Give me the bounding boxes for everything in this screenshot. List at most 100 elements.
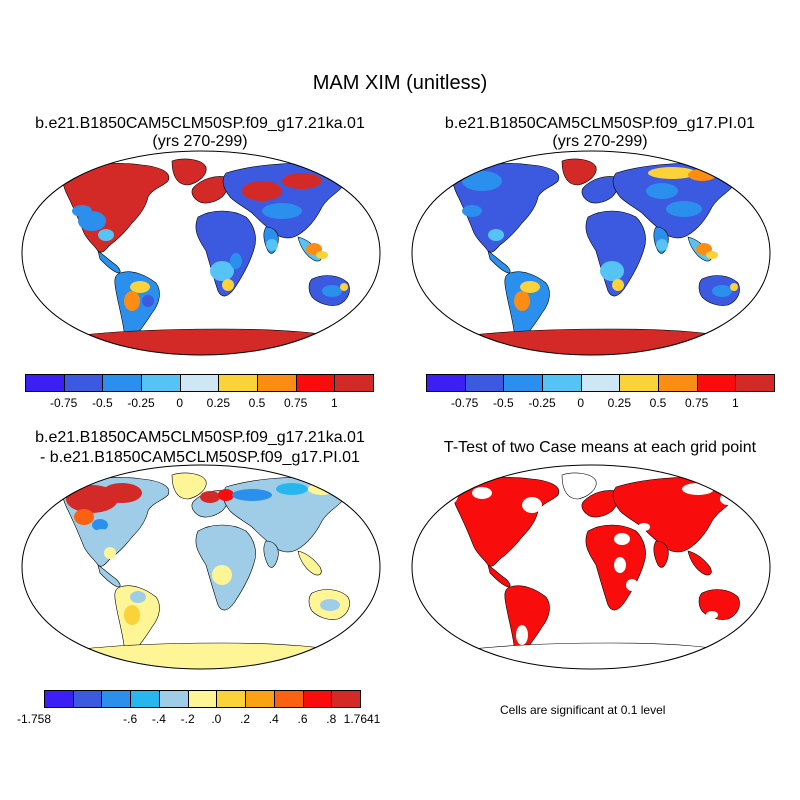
land-centralAmerica [487,564,511,588]
colorbar-box [658,374,698,392]
colorbar-tick-label: -1.758 [16,712,52,726]
colorbar-tick-label: 0.75 [283,396,308,410]
data-patch [130,281,150,293]
panel-c-title: b.e21.B1850CAM5CLM50SP.f09_g17.21ka.01 [35,429,365,446]
map-frame [411,464,771,670]
land-europe [191,176,230,204]
data-patch [614,533,630,545]
colorbar-tick-label: -0.75 [49,396,78,410]
data-patch [438,485,458,505]
data-patch [522,497,542,513]
data-patch [706,611,718,619]
colorbar-tick-label: 1.7641 [343,712,381,726]
colorbar-case-21ka: -0.75 -0.5 -0.25 0 0.25 0.5 0.75 1 [25,374,374,414]
colorbar-tick-label: 0.25 [206,396,231,410]
land-europe [581,176,620,204]
colorbar-box [334,374,374,392]
panel-d-title: T-Test of two Case means at each grid po… [443,439,757,456]
colorbar-box [101,690,132,708]
data-patch [230,253,242,269]
panel-a-subtitle: (yrs 270-299) [152,133,248,150]
data-patch [488,229,504,241]
colorbar-box [218,374,258,392]
panel-b-subtitle: (yrs 270-299) [552,133,648,150]
land-antarctica [51,642,359,669]
colorbar-box [63,374,104,392]
colorbar-tick-label: .0 [211,712,222,726]
colorbar-box [245,690,275,708]
data-patch [210,261,234,281]
colorbar-case-pi: -0.75 -0.5 -0.25 0 0.25 0.5 0.75 1 [426,374,775,414]
data-patch [124,605,140,625]
data-patch [646,183,678,199]
data-patch [514,291,530,311]
data-patch [648,167,696,179]
map-panel-ttest [411,464,771,670]
figure-title: MAM XIM (unitless) [312,72,488,94]
data-patch [74,509,94,525]
map-frame [411,150,771,356]
map-frame [21,464,381,670]
colorbar-tick-label: -0.75 [450,396,479,410]
data-patch [276,483,308,495]
colorbar-box [619,374,659,392]
data-patch [262,203,302,219]
data-patch [142,295,154,307]
land-africa [585,210,646,297]
land-antarctica [51,328,359,355]
colorbar-box [44,690,74,708]
colorbar-tick-label: 1 [330,396,338,410]
data-patch [98,229,114,241]
data-patch [614,557,626,573]
data-patch [130,591,146,603]
data-patch [102,483,142,503]
colorbar-tick-label: .4 [268,712,279,726]
data-patch [340,283,348,291]
land-greenland [561,158,597,186]
data-patch [316,251,328,259]
colorbar-box [130,690,160,708]
colorbar-difference: -1.758 -.6 -.4 -.2 .0 .2 .4 .6 .8 1.7641 [17,690,380,730]
colorbar-tick-label: 0.75 [684,396,709,410]
land-centralAmerica [97,564,121,588]
data-patch [282,173,322,189]
land-australia [698,589,740,620]
colorbar-box [696,374,737,392]
land-europe [581,490,620,518]
colorbar-tick-label: -.4 [151,712,166,726]
colorbar-tick-label: -0.25 [127,396,155,410]
data-patch [200,491,220,503]
data-patch [222,279,234,291]
colorbar-box [257,374,297,392]
colorbar-tick-label: 0 [176,396,183,410]
colorbar-box [464,374,505,392]
data-patch [320,599,340,611]
land-centralAmerica [487,250,511,274]
colorbar-tick-label: 0.5 [649,396,667,410]
colorbar-tick-label: .2 [240,712,251,726]
data-patch [266,239,278,251]
data-patch [462,205,482,217]
colorbar-box [141,374,181,392]
map-frame [21,150,381,356]
data-patch [532,295,544,307]
data-patch [72,205,92,217]
data-patch [712,285,732,297]
land-greenland [171,158,207,186]
colorbar-box [72,690,103,708]
data-patch [462,171,502,191]
land-antarctica [441,642,749,669]
colorbar-box [216,690,247,708]
data-patch [124,291,140,311]
data-patch [322,285,342,297]
data-patch [472,487,492,499]
land-antarctica [441,328,749,355]
colorbar-tick-label: -0.5 [91,396,113,410]
colorbar-tick-label: -0.5 [492,396,514,410]
land-greenland [171,472,207,500]
colorbar-box [580,374,621,392]
colorbar-box [302,690,333,708]
data-patch [626,579,638,591]
map-panel-21ka [21,150,381,356]
data-patch [656,239,668,251]
